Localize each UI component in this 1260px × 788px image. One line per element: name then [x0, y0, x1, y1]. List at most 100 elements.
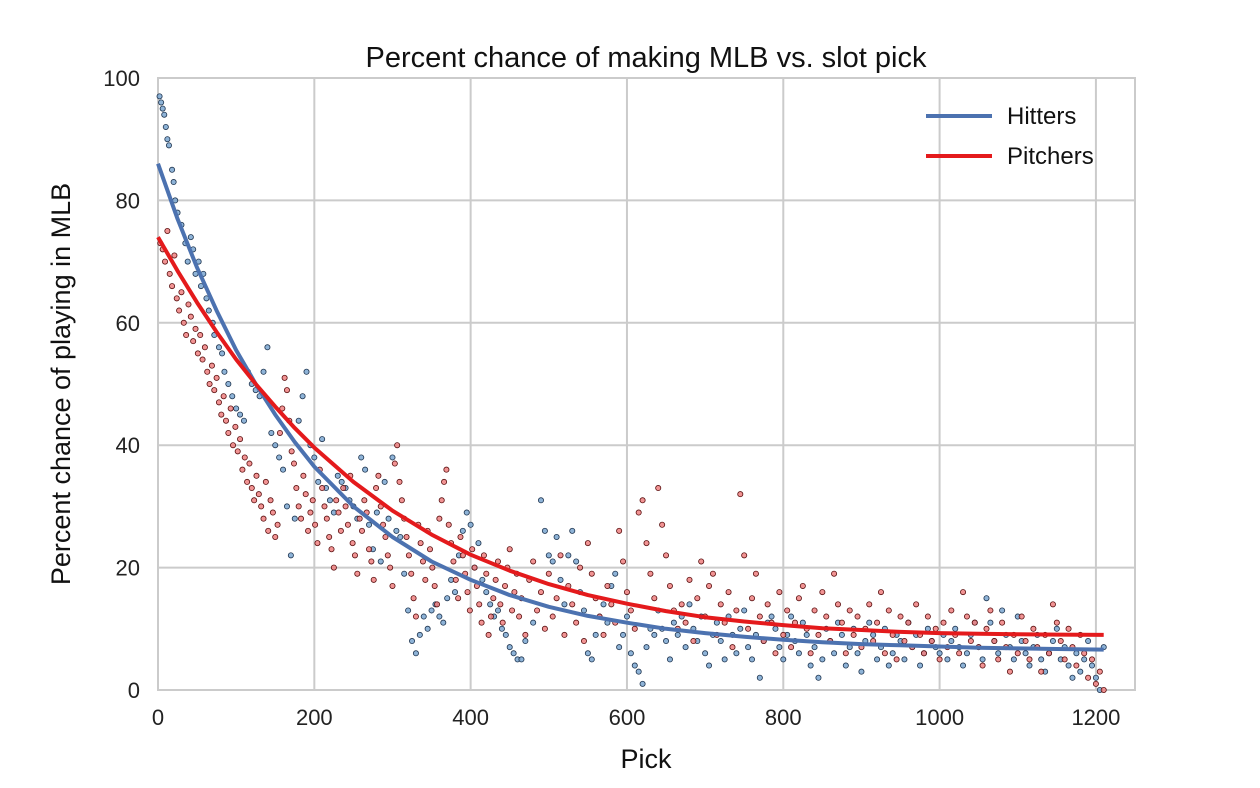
pitchers-point [319, 485, 326, 492]
pitchers-point [729, 644, 736, 651]
pitchers-point [314, 540, 321, 547]
hitters-point [315, 478, 322, 485]
x-tick-label: 600 [609, 705, 646, 730]
pitchers-point [557, 552, 564, 559]
hitters-point [580, 607, 587, 614]
x-tick-label: 1000 [915, 705, 964, 730]
hitters-point [866, 619, 873, 626]
x-axis: 0 200 400 600 800 1000 1200 [152, 705, 1121, 730]
hitters-point [944, 656, 951, 663]
pitchers-point [232, 423, 239, 430]
hitters-point [483, 589, 490, 596]
hitters-point [530, 619, 537, 626]
hitters-point [518, 656, 525, 663]
pitchers-point [194, 350, 201, 357]
pitchers-point [752, 570, 759, 577]
pitchers-point [577, 564, 584, 571]
pitchers-point [342, 503, 349, 510]
pitchers-point [302, 491, 309, 498]
pitchers-point [1057, 638, 1064, 645]
hitters-point [831, 650, 838, 657]
pitchers-point [190, 338, 197, 345]
hitters-point [393, 527, 400, 534]
x-tick-label: 1200 [1071, 705, 1120, 730]
hitters-point [522, 638, 529, 645]
legend: Hitters Pitchers [926, 103, 1094, 170]
pitchers-point [846, 607, 853, 614]
hitters-point [706, 662, 713, 669]
pitchers-point [1006, 668, 1013, 675]
hitters-point [459, 527, 466, 534]
pitchers-point [631, 625, 638, 632]
pitchers-point [312, 521, 319, 528]
hitters-point [338, 478, 345, 485]
pitchers-point [272, 534, 279, 541]
pitchers-point [368, 558, 375, 565]
hitters-point [616, 644, 623, 651]
pitchers-point [506, 546, 513, 553]
hitters-point [569, 527, 576, 534]
hitters-point [170, 179, 177, 186]
pitchers-point [901, 638, 908, 645]
pitchers-point [262, 478, 269, 485]
hitters-point [901, 656, 908, 663]
hitters-point [1053, 625, 1060, 632]
hitters-point [169, 166, 176, 173]
pitchers-point [487, 613, 494, 620]
hitters-point [1077, 668, 1084, 675]
hitters-point [780, 656, 787, 663]
pitchers-point [162, 258, 169, 265]
hitters-point [412, 650, 419, 657]
pitchers-point [281, 374, 288, 381]
x-tick-label: 200 [296, 705, 333, 730]
pitchers-point [260, 515, 267, 522]
pitchers-point [246, 460, 253, 467]
pitchers-point [307, 509, 314, 516]
hitters-point [635, 668, 642, 675]
pitchers-point [561, 631, 568, 638]
hitters-point [936, 650, 943, 657]
pitchers-point [991, 638, 998, 645]
pitchers-point [682, 619, 689, 626]
pitchers-point [756, 613, 763, 620]
hitters-point [1089, 662, 1096, 669]
hitters-point [663, 638, 670, 645]
pitchers-point [183, 332, 190, 339]
hitters-point [405, 607, 412, 614]
pitchers-point [333, 497, 340, 504]
hitters-point [733, 650, 740, 657]
pitchers-point [737, 491, 744, 498]
pitchers-point [522, 631, 529, 638]
pitchers-point [445, 521, 452, 528]
pitchers-point [351, 552, 358, 559]
pitchers-point [584, 540, 591, 547]
hitters-point [1038, 656, 1045, 663]
pitchers-point [924, 613, 931, 620]
hitters-point [184, 258, 191, 265]
pitchers-point [784, 607, 791, 614]
pitchers-point [323, 515, 330, 522]
pitchers-point [434, 601, 441, 608]
pitchers-point [396, 478, 403, 485]
pitchers-point [279, 405, 286, 412]
pitchers-point [293, 485, 300, 492]
pitchers-point [1046, 650, 1053, 657]
pitchers-point [647, 570, 654, 577]
hitters-point [788, 613, 795, 620]
pitchers-point [394, 442, 401, 449]
pitchers-point [361, 497, 368, 504]
pitchers-point [1049, 601, 1056, 608]
hitters-point [475, 540, 482, 547]
hitters-point [452, 589, 459, 596]
pitchers-point [237, 436, 244, 443]
hitters-point [1065, 662, 1072, 669]
pitchers-point [354, 570, 361, 577]
pitchers-point [241, 454, 248, 461]
hitters-point [506, 644, 513, 651]
hitters-point [987, 619, 994, 626]
hitters-point [889, 650, 896, 657]
pitchers-point [866, 601, 873, 608]
hitters-point [1049, 638, 1056, 645]
pitchers-point [733, 607, 740, 614]
pitchers-point [725, 589, 732, 596]
